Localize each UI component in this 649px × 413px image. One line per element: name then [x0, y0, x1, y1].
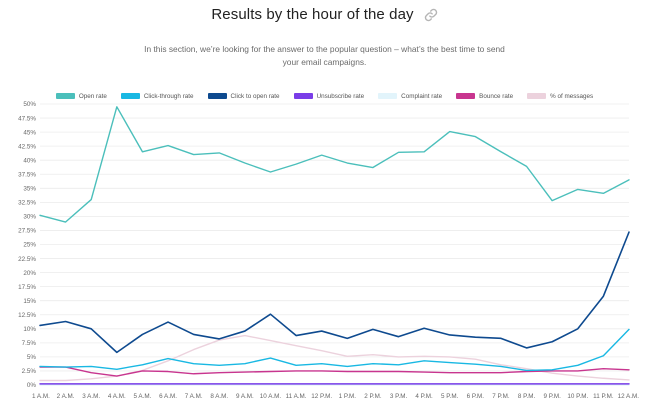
y-tick-label: 47.5% — [18, 115, 36, 122]
legend-item-4[interactable]: Complaint rate — [378, 90, 442, 102]
y-tick-label: 5% — [27, 354, 37, 361]
x-tick-label: 12 P.M. — [311, 393, 332, 400]
y-tick-label: 27.5% — [18, 228, 36, 235]
legend-item-3[interactable]: Unsubscribe rate — [293, 90, 365, 102]
legend-swatch — [55, 93, 75, 99]
legend-item-6[interactable]: % of messages — [527, 90, 593, 102]
x-tick-label: 10 A.M. — [260, 393, 282, 400]
legend-item-5[interactable]: Bounce rate — [456, 90, 513, 102]
x-tick-label: 3 A.M. — [82, 393, 100, 400]
y-tick-label: 40% — [23, 157, 36, 164]
y-axis: 0% 2.5% 5% 7.5% 10% 12.5% 15% 17.5% 20% 22.5% 25% 2… — [18, 101, 36, 389]
series-group — [39, 106, 630, 386]
y-tick-label: 30% — [23, 214, 36, 221]
x-tick-label: 5 P.M. — [441, 393, 459, 400]
y-tick-label: 45% — [23, 129, 36, 136]
y-tick-label: 0% — [27, 382, 37, 389]
x-tick-label: 9 A.M. — [236, 393, 254, 400]
y-tick-label: 25% — [23, 242, 36, 249]
x-tick-label: 4 P.M. — [415, 393, 433, 400]
y-tick-label: 32.5% — [18, 200, 36, 207]
y-tick-label: 50% — [23, 101, 36, 108]
legend-label: Unsubscribe rate — [316, 92, 365, 100]
page-title-row: Results by the hour of the day — [211, 6, 437, 23]
legend-swatch — [378, 93, 398, 99]
series-line-0 — [39, 106, 630, 223]
y-tick-label: 2.5% — [22, 368, 37, 375]
x-tick-label: 11 P.M. — [593, 393, 614, 400]
legend-item-1[interactable]: Click-through rate — [120, 90, 194, 102]
legend-item-0[interactable]: Open rate — [55, 90, 107, 102]
legend-label: Complaint rate — [401, 92, 443, 100]
legend-label: Bounce rate — [479, 92, 514, 100]
legend-swatch — [120, 93, 140, 99]
x-tick-label: 11 A.M. — [286, 393, 307, 400]
section-description: In this section, we’re looking for the a… — [144, 44, 505, 67]
legend-swatch — [527, 93, 547, 99]
legend-item-2[interactable]: Click to open rate — [207, 90, 280, 102]
x-tick-label: 1 P.M. — [339, 393, 357, 400]
link-icon[interactable] — [424, 8, 438, 22]
series-line-5 — [39, 366, 630, 377]
y-tick-label: 12.5% — [18, 312, 36, 319]
y-tick-label: 42.5% — [18, 143, 36, 150]
y-tick-label: 17.5% — [18, 284, 36, 291]
chart-legend: Open rate Click-through rate Click to open… — [0, 90, 649, 102]
line-chart: 0% 2.5% 5% 7.5% 10% 12.5% 15% 17.5% 20% 22.5% 25% 2… — [18, 101, 639, 400]
y-tick-label: 10% — [23, 326, 36, 333]
legend-swatch — [293, 93, 313, 99]
y-tick-label: 22.5% — [18, 256, 36, 263]
x-axis: 1 A.M. 2 A.M. 3 A.M. 4 A.M. 5 A.M. 6 A.M. 7 A.… — [32, 393, 639, 400]
legend-label: Click to open rate — [230, 92, 280, 100]
x-tick-label: 5 A.M. — [134, 393, 152, 400]
legend-swatch — [456, 93, 476, 99]
x-tick-label: 7 P.M. — [492, 393, 510, 400]
x-tick-label: 2 A.M. — [57, 393, 75, 400]
y-tick-label: 15% — [23, 298, 36, 305]
series-line-2 — [39, 231, 630, 354]
x-tick-label: 8 P.M. — [518, 393, 536, 400]
legend-label: Open rate — [78, 92, 107, 100]
legend-label: % of messages — [550, 92, 594, 100]
y-tick-label: 7.5% — [22, 340, 37, 347]
x-tick-label: 6 A.M. — [159, 393, 177, 400]
y-tick-label: 35% — [23, 186, 36, 193]
x-tick-label: 1 A.M. — [32, 393, 50, 400]
legend-swatch — [207, 93, 227, 99]
x-tick-label: 12 A.M. — [618, 393, 640, 400]
x-tick-label: 9 P.M. — [543, 393, 561, 400]
x-tick-label: 3 P.M. — [390, 393, 408, 400]
page-title: Results by the hour of the day — [211, 6, 414, 23]
x-tick-label: 6 P.M. — [467, 393, 485, 400]
y-tick-label: 37.5% — [18, 171, 36, 178]
series-line-1 — [39, 328, 630, 372]
chart-header: Results by the hour of the day — [0, 6, 649, 24]
x-tick-label: 4 A.M. — [108, 393, 126, 400]
x-tick-label: 7 A.M. — [185, 393, 203, 400]
x-tick-label: 10 P.M. — [567, 393, 588, 400]
grid-lines — [40, 103, 629, 386]
legend-label: Click-through rate — [143, 92, 194, 100]
x-tick-label: 2 P.M. — [364, 393, 382, 400]
y-tick-label: 20% — [23, 270, 36, 277]
x-tick-label: 8 A.M. — [210, 393, 228, 400]
